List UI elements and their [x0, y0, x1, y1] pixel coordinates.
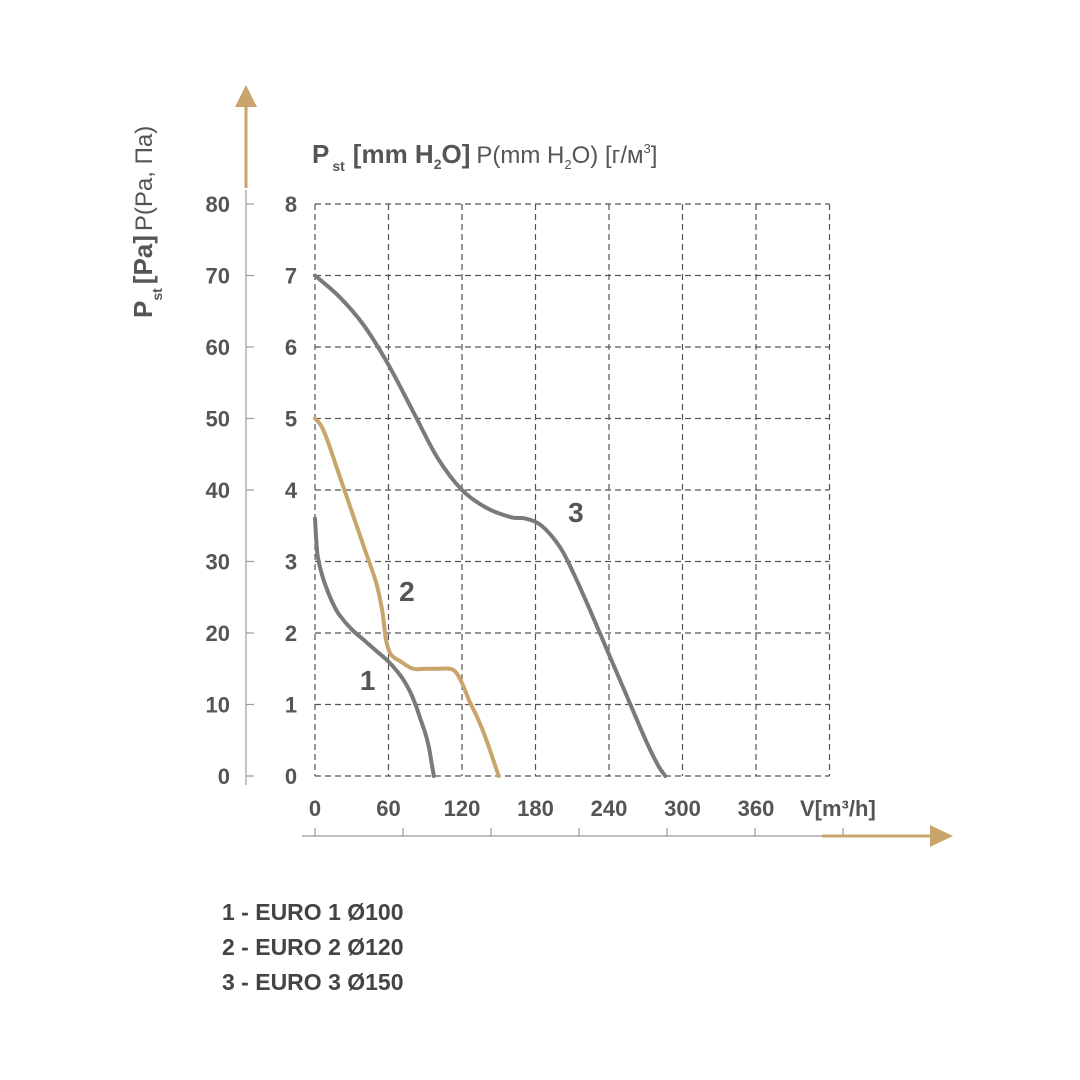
curve-2: [313, 416, 501, 778]
y-mm-p: P: [312, 139, 329, 169]
y-mm-unit-sub: 2: [434, 156, 442, 172]
y-mm-rest1: P(mm H: [476, 142, 564, 169]
legend-item-2: 2 - EURO 2 Ø120: [222, 934, 404, 960]
x-axis-title: V[m³/h]: [800, 796, 876, 821]
curve-label-3: 3: [568, 497, 584, 528]
y-pa-rest: P(Pa, Па): [131, 126, 158, 231]
y-mm-unit: [mm H: [353, 139, 434, 169]
x-tick: 300: [664, 796, 701, 821]
y-pa-p: P: [128, 301, 158, 318]
x-tick: 240: [591, 796, 628, 821]
y-tick-pa: 0: [218, 764, 230, 789]
curve-3: [313, 273, 668, 778]
y-mm-rest-sup: 3: [644, 141, 651, 156]
y-mm-unit-end: O]: [442, 139, 471, 169]
curve-label-2: 2: [399, 576, 415, 607]
x-tick: 360: [738, 796, 775, 821]
legend-item-1: 1 - EURO 1 Ø100: [222, 899, 404, 925]
x-arrow-head: [930, 825, 953, 847]
x-tick: 120: [444, 796, 481, 821]
y-axis-title-pa: Pst [Pa] P(Pa, Па): [128, 126, 165, 318]
y-tick-mm: 4: [285, 478, 298, 503]
y-tick-mm: 1: [285, 693, 297, 718]
axis-arrows: [235, 85, 953, 847]
x-tick: 60: [376, 796, 400, 821]
y-mm-rest3: ]: [651, 142, 658, 169]
y-tick-mm: 8: [285, 192, 297, 217]
y-tick-pa: 80: [206, 192, 230, 217]
y-tick-mm: 6: [285, 335, 297, 360]
y-tick-mm: 5: [285, 407, 297, 432]
legend: 1 - EURO 1 Ø100 2 - EURO 2 Ø120 3 - EURO…: [222, 895, 404, 1000]
y-mm-rest2: O) [г/м: [572, 142, 644, 169]
y-pa-sub: st: [149, 288, 165, 301]
curves: [313, 273, 668, 778]
x-tick: 0: [309, 796, 321, 821]
y-mm-rest-sub: 2: [564, 157, 571, 172]
curve-1: [313, 516, 436, 778]
y-mm-sub: st: [332, 158, 345, 174]
y-arrow-head: [235, 85, 257, 107]
y-pa-unit: [Pa]: [128, 235, 158, 284]
y-tick-pa: 30: [206, 550, 230, 575]
y-tick-mm: 2: [285, 621, 297, 646]
y-tick-pa: 40: [206, 478, 230, 503]
x-tick: 180: [517, 796, 554, 821]
y-tick-pa: 60: [206, 335, 230, 360]
grid: [314, 203, 831, 777]
y-tick-mm: 3: [285, 550, 297, 575]
y-tick-mm: 7: [285, 264, 297, 289]
y-tick-pa: 50: [206, 407, 230, 432]
y-tick-pa: 70: [206, 264, 230, 289]
curve-labels: 1 2 3: [360, 497, 584, 696]
legend-item-3: 3 - EURO 3 Ø150: [222, 969, 404, 995]
y-tick-mm: 0: [285, 764, 297, 789]
curve-label-1: 1: [360, 665, 376, 696]
y-tick-pa: 10: [206, 693, 230, 718]
y-tick-pa: 20: [206, 621, 230, 646]
